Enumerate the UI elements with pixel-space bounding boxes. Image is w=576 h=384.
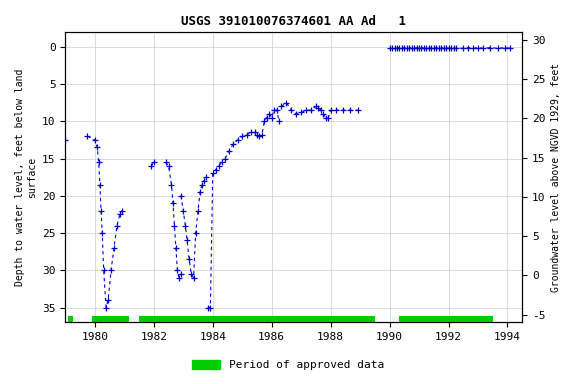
Title: USGS 391010076374601 AA Ad   1: USGS 391010076374601 AA Ad 1 [181,15,406,28]
Legend: Period of approved data: Period of approved data [188,355,388,375]
Y-axis label: Depth to water level, feet below land
surface: Depth to water level, feet below land su… [15,68,37,286]
Y-axis label: Groundwater level above NGVD 1929, feet: Groundwater level above NGVD 1929, feet [551,63,561,292]
